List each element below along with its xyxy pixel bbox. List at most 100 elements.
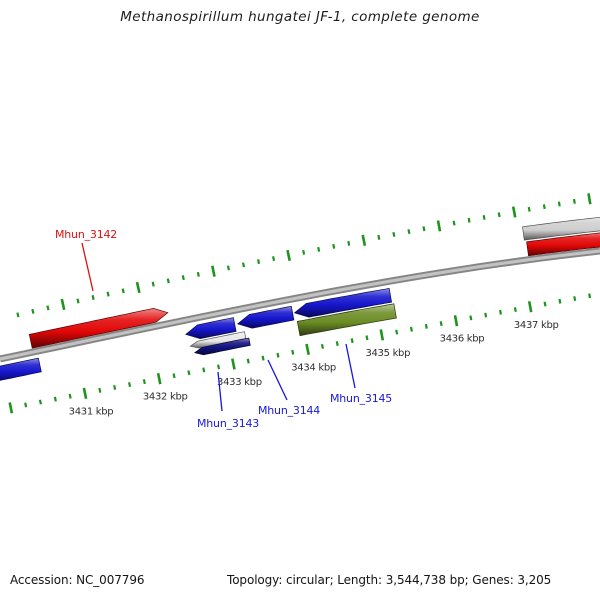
topology-text: Topology: circular; Length: 3,544,738 bp… xyxy=(227,573,552,587)
gene-label-mhun_3142[interactable]: Mhun_3142 xyxy=(55,228,117,241)
ruler-tick-minor xyxy=(38,399,42,405)
ruler-tick-minor xyxy=(272,256,276,262)
ruler-tick-minor xyxy=(257,259,261,265)
ruler-tick-minor xyxy=(202,367,206,373)
ruler-tick-minor xyxy=(527,206,531,212)
ruler-tick-minor xyxy=(392,231,396,237)
ruler-tick-minor xyxy=(196,271,200,277)
ruler-tick-minor xyxy=(439,321,443,327)
gene-arrow-outer-red-bar[interactable] xyxy=(526,232,600,257)
ruler-tick-minor xyxy=(91,295,95,301)
ruler-tick-minor xyxy=(573,296,577,301)
ruler-tick-minor xyxy=(350,338,354,344)
ruler-tick-minor xyxy=(588,293,592,299)
ruler-tick-minor xyxy=(302,249,306,255)
ruler-tick-minor xyxy=(377,234,381,240)
ruler-tick-major xyxy=(511,206,517,218)
ruler-tick-minor xyxy=(347,240,351,246)
gene-arrow-mhun-3145[interactable] xyxy=(293,287,393,318)
ruler-tick-major xyxy=(8,402,14,414)
ruler-tick-major xyxy=(211,265,216,277)
ruler-tick-minor xyxy=(68,393,72,399)
ruler-tick-minor xyxy=(181,275,185,281)
ruler-tick-major xyxy=(286,249,291,262)
ruler-tick-minor xyxy=(151,281,155,287)
ruler-tick-minor xyxy=(31,308,35,314)
ruler-label: 3432 kbp xyxy=(143,392,188,403)
gene-label-mhun_3145[interactable]: Mhun_3145 xyxy=(330,392,393,405)
gene-label-mhun_3144[interactable]: Mhun_3144 xyxy=(258,404,321,417)
ruler-tick-minor xyxy=(121,288,125,294)
ruler-label: 3436 kbp xyxy=(440,334,485,345)
ruler-label: 3431 kbp xyxy=(69,406,114,417)
accession-text: Accession: NC_007796 xyxy=(10,573,145,587)
ruler-tick-minor xyxy=(142,379,146,385)
ruler-tick-minor xyxy=(187,370,191,376)
ruler-tick-minor xyxy=(422,226,426,232)
gene-arrow-inner-left-blue-bar[interactable] xyxy=(0,357,42,382)
ruler-tick-minor xyxy=(226,265,230,271)
ruler-tick-major xyxy=(436,220,442,232)
ruler-tick-minor xyxy=(46,305,50,311)
ruler-tick-major xyxy=(231,358,236,370)
ruler-tick-minor xyxy=(276,352,280,358)
ruler-tick-minor xyxy=(467,217,471,223)
ruler-tick-minor xyxy=(317,246,321,252)
ruler-tick-minor xyxy=(558,298,562,304)
ruler-tick-minor xyxy=(241,262,246,268)
ruler-tick-major xyxy=(361,234,367,246)
ruler-tick-minor xyxy=(291,349,295,355)
ruler-tick-minor xyxy=(497,212,501,218)
label-leader-line xyxy=(217,371,223,412)
ruler-tick-minor xyxy=(513,307,517,313)
ruler-tick-minor xyxy=(98,387,102,393)
ruler-tick-major xyxy=(82,387,88,399)
ruler-tick-minor xyxy=(452,220,456,226)
ruler-tick-minor xyxy=(469,315,473,321)
ruler-tick-minor xyxy=(424,323,428,329)
ruler-tick-minor xyxy=(320,343,324,349)
gene-arrow-mhun-3144[interactable] xyxy=(236,305,295,329)
page-title: Methanospirillum hungatei JF-1, complete… xyxy=(120,9,480,25)
ruler-tick-minor xyxy=(261,355,265,361)
ruler-tick-major xyxy=(453,315,459,327)
ruler-tick-minor xyxy=(407,229,411,235)
ruler-tick-minor xyxy=(113,384,117,390)
ruler-tick-minor xyxy=(16,312,20,318)
ruler-tick-minor xyxy=(395,329,399,335)
gene-arrow-inner-navy[interactable] xyxy=(193,337,251,356)
ruler-label: 3435 kbp xyxy=(365,348,410,359)
ruler-label: 3434 kbp xyxy=(291,362,336,373)
label-leader-line xyxy=(81,242,94,292)
gene-label-mhun_3143[interactable]: Mhun_3143 xyxy=(197,417,260,430)
gene-arrow-outer-silver-bar[interactable] xyxy=(522,216,600,241)
gene-arrow-inner-olive[interactable] xyxy=(296,303,397,337)
ruler-tick-minor xyxy=(335,341,339,347)
ruler-tick-minor xyxy=(557,201,561,207)
label-leader-line xyxy=(345,343,356,389)
gene-arrow-inner-blue-1[interactable] xyxy=(185,317,237,339)
ruler-tick-major xyxy=(527,301,533,313)
label-leader-line xyxy=(267,359,288,401)
ruler-tick-minor xyxy=(172,373,176,379)
ruler-tick-minor xyxy=(106,291,110,297)
ruler-tick-minor xyxy=(482,215,486,220)
ruler-tick-major xyxy=(587,193,592,205)
genome-backbone xyxy=(0,247,600,363)
ruler-tick-minor xyxy=(76,298,80,304)
ruler-tick-minor xyxy=(217,364,221,370)
ruler-tick-minor xyxy=(543,301,547,307)
ruler-tick-minor xyxy=(409,326,413,332)
ruler-tick-major xyxy=(305,343,310,356)
ruler-tick-minor xyxy=(128,382,132,388)
genome-backbone-core xyxy=(0,249,600,361)
gene-arrow-mhun-3142[interactable] xyxy=(28,308,169,349)
ruler-tick-major xyxy=(156,373,162,385)
ruler-tick-minor xyxy=(246,358,250,364)
ruler-tick-minor xyxy=(542,204,546,210)
ruler-tick-minor xyxy=(572,198,576,204)
ruler-tick-major xyxy=(379,329,385,341)
ruler-tick-minor xyxy=(499,309,502,315)
